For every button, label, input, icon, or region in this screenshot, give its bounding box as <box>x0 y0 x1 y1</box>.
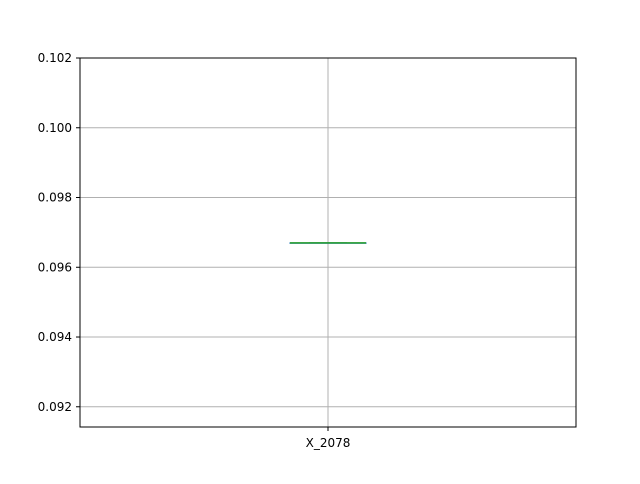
y-tick-label: 0.092 <box>38 400 72 414</box>
y-tick-label: 0.096 <box>38 260 72 274</box>
x-tick-label: X_2078 <box>306 436 351 450</box>
y-axis: 0.092 0.094 0.096 0.098 0.100 0.102 <box>38 51 80 414</box>
y-tick-label: 0.100 <box>38 121 72 135</box>
box-layer <box>289 242 367 244</box>
x-axis: X_2078 <box>306 427 351 450</box>
y-tick-label: 0.094 <box>38 330 72 344</box>
y-tick-label: 0.098 <box>38 191 72 205</box>
y-tick-label: 0.102 <box>38 51 72 65</box>
